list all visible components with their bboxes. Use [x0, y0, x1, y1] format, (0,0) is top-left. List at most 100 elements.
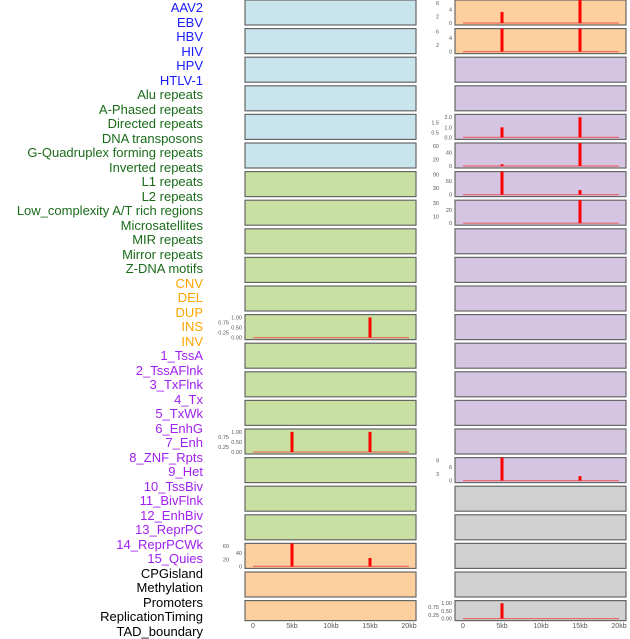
- track-label: Low_complexity A/T rich regions: [16, 203, 203, 218]
- y-tick-label: 0.0: [444, 135, 452, 141]
- y-tick-label: 0.00: [441, 617, 452, 623]
- panel-background: [454, 342, 627, 369]
- track-label: HBV: [176, 29, 203, 44]
- x-tick-label: 15kb: [362, 623, 377, 630]
- bar: [500, 603, 504, 619]
- panel-background: [454, 371, 627, 398]
- y-tick-label: 4: [449, 8, 452, 14]
- panel-background: [454, 599, 627, 622]
- panel-background: [244, 514, 417, 541]
- bar: [578, 117, 582, 138]
- bar: [500, 457, 504, 481]
- y-tick-label: 0.50: [231, 326, 242, 332]
- y-tick-label: 0.50: [231, 440, 242, 446]
- track-label: 13_ReprPC: [135, 522, 203, 537]
- y-tick-label: 1.00: [231, 430, 242, 436]
- track-label: 15_Quies: [147, 551, 203, 566]
- track-label: A-Phased repeats: [98, 101, 203, 117]
- panel-background: [244, 113, 417, 141]
- panel-background: [244, 314, 417, 341]
- track-label: Directed repeats: [107, 116, 203, 131]
- track-label: Methylation: [136, 580, 203, 595]
- y-tick-label: 0: [449, 50, 452, 56]
- track-label: 14_ReprPCWk: [116, 536, 203, 552]
- panel-background: [244, 142, 417, 169]
- bar: [578, 200, 582, 224]
- panel-background: [244, 285, 417, 312]
- track-label: 5_TxWk: [155, 406, 203, 421]
- bar: [578, 476, 582, 481]
- track-label: 6_EnhG: [155, 420, 203, 436]
- panel-background: [454, 0, 627, 26]
- panel-background: [244, 571, 417, 598]
- y-tick-label: 1.00: [441, 601, 452, 607]
- panel-background: [454, 542, 627, 570]
- y-tick-label: 0: [449, 193, 452, 199]
- y-tick-label: 40: [236, 551, 242, 557]
- bar: [368, 558, 372, 567]
- track-label: Mirror repeats: [122, 246, 203, 262]
- panel-background: [454, 228, 627, 255]
- y-tick-label: 4: [449, 36, 452, 42]
- panel-background: [454, 56, 627, 83]
- y-tick-label: 60: [433, 144, 439, 150]
- bar: [578, 190, 582, 195]
- track-label: AAV2: [170, 0, 203, 15]
- y-tick-label: 6: [436, 29, 439, 35]
- track-label: HIV: [181, 43, 203, 59]
- x-tick-label: 10kb: [323, 623, 338, 630]
- y-tick-label: 0: [239, 564, 242, 570]
- x-tick-label: 5kb: [286, 623, 297, 630]
- y-tick-label: 30: [433, 186, 439, 192]
- x-tick-label: 20kb: [611, 623, 626, 630]
- panel-background: [244, 199, 417, 226]
- panel-background: [454, 285, 627, 312]
- track-label: 2_TssAFlnk: [135, 362, 203, 378]
- y-tick-label: 0.5: [431, 130, 439, 136]
- y-tick-label: 6: [449, 465, 452, 471]
- bar: [578, 28, 582, 52]
- bar: [500, 127, 504, 138]
- panel-background: [244, 228, 417, 255]
- track-label: 7_Enh: [165, 435, 203, 450]
- panel-background: [244, 599, 417, 622]
- y-tick-label: 0.75: [218, 435, 229, 441]
- y-tick-label: 0.00: [231, 450, 242, 456]
- panel-background: [454, 142, 627, 169]
- panel-background: [454, 571, 627, 598]
- bar: [290, 543, 294, 567]
- panel-background: [244, 542, 417, 570]
- panel-background: [454, 485, 627, 512]
- track-label: INV: [181, 333, 203, 349]
- track-label: Microsatellites: [120, 217, 203, 233]
- x-tick-label: 15kb: [572, 623, 587, 630]
- y-tick-label: 0: [449, 221, 452, 227]
- panel-background: [244, 171, 417, 198]
- y-tick-label: 1.5: [431, 120, 439, 126]
- y-tick-label: 30: [433, 201, 439, 207]
- track-label: G-Quadruplex forming repeats: [27, 145, 203, 160]
- y-tick-label: 0.50: [441, 609, 452, 615]
- bar: [578, 0, 582, 23]
- x-tick-label: 0: [251, 623, 255, 630]
- panel-background: [454, 514, 627, 541]
- track-label: INS: [181, 319, 203, 334]
- track-label: L2 repeats: [141, 188, 203, 204]
- y-tick-label: 0: [449, 164, 452, 170]
- y-tick-label: 40: [446, 151, 452, 157]
- track-label: Promoters: [143, 594, 203, 610]
- track-label: HTLV-1: [159, 72, 203, 88]
- panel-background: [454, 256, 627, 283]
- track-label: CPGisland: [140, 565, 203, 581]
- bar: [578, 143, 582, 166]
- track-label: EBV: [176, 14, 203, 30]
- track-label: ReplicationTiming: [100, 609, 203, 624]
- track-label: DEL: [177, 290, 203, 305]
- track-label: 9_Het: [168, 464, 203, 479]
- panel-background: [244, 399, 417, 426]
- track-label: 12_EnhBiv: [140, 507, 203, 523]
- y-tick-label: 0: [449, 479, 452, 485]
- track-label: 3_TxFlnk: [149, 377, 203, 392]
- bar: [500, 11, 504, 23]
